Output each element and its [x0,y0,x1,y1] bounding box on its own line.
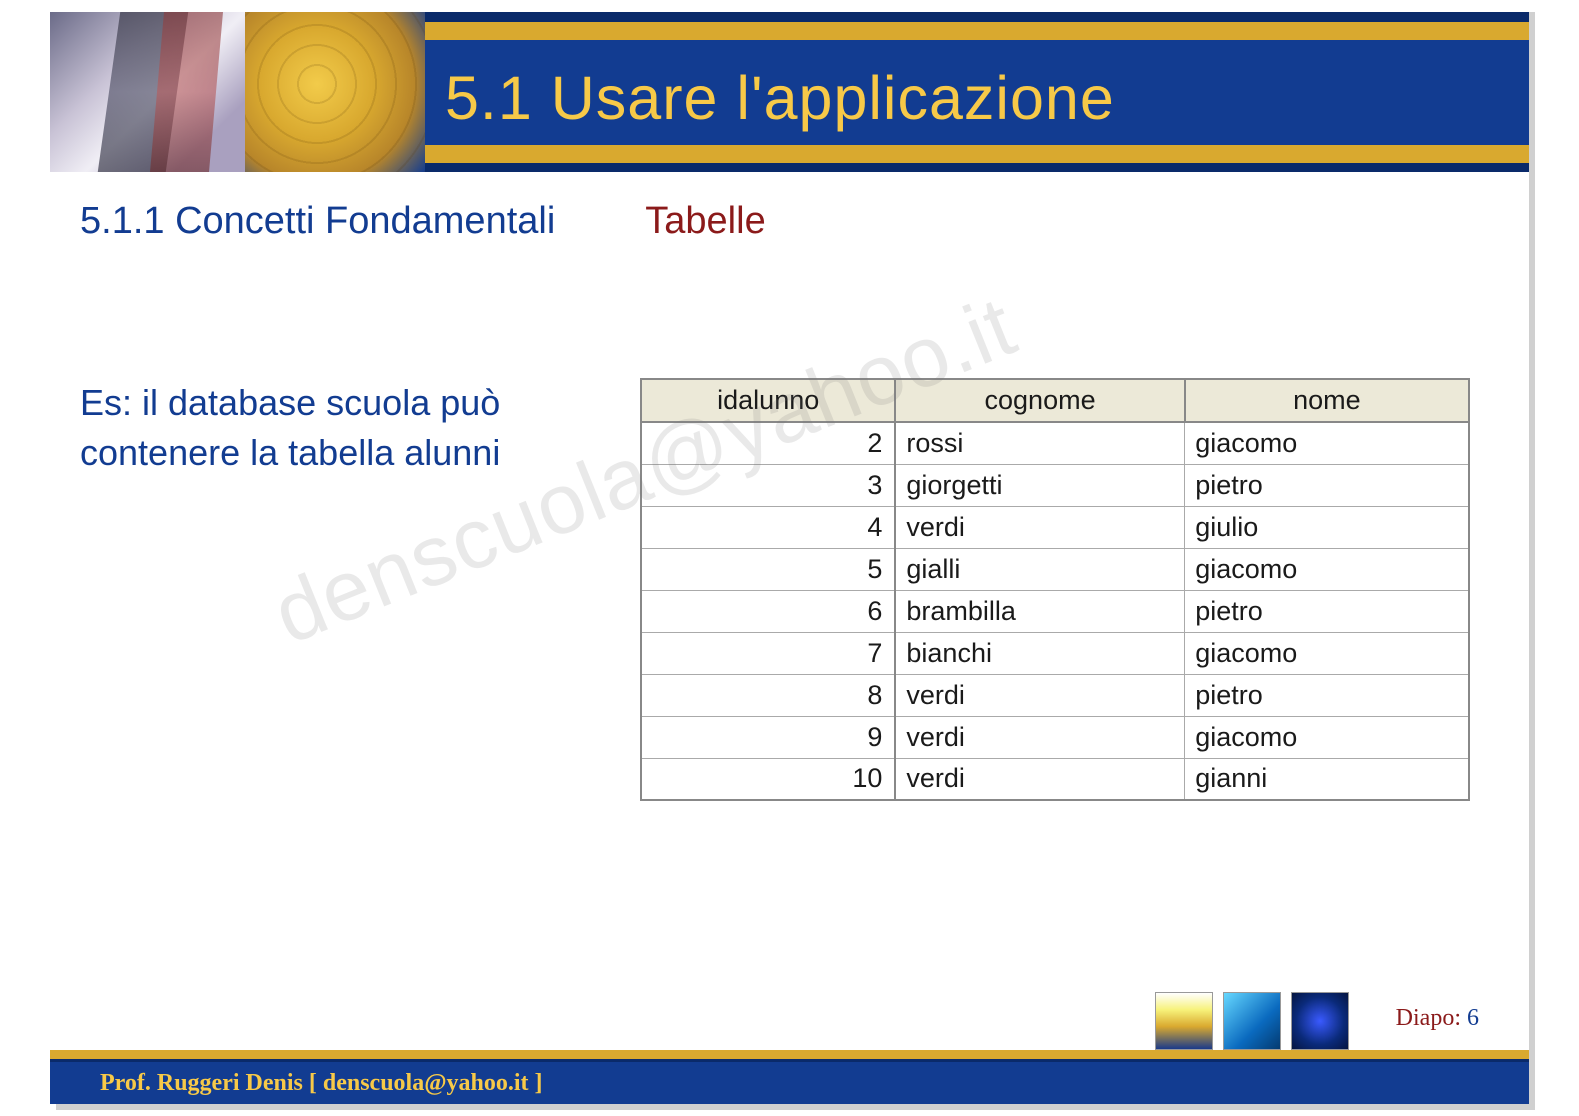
cell-cognome: brambilla [895,590,1184,632]
table-row: 8verdipietro [641,674,1469,716]
col-nome: nome [1185,379,1469,422]
body-line-2: contenere la tabella alunni [80,432,500,473]
cell-nome: pietro [1185,590,1469,632]
banner-title-container: 5.1 Usare l'applicazione [445,50,1509,145]
table-row: 6brambillapietro [641,590,1469,632]
cell-id: 8 [641,674,895,716]
cell-cognome: bianchi [895,632,1184,674]
cell-cognome: verdi [895,506,1184,548]
cell-nome: giulio [1185,506,1469,548]
cell-id: 7 [641,632,895,674]
content-area: 5.1.1 Concetti Fondamentali Tabelle Es: … [50,172,1529,801]
footer-thumbnails [1155,992,1349,1050]
body-text: Es: il database scuola può contenere la … [80,378,620,479]
cell-cognome: verdi [895,674,1184,716]
header-banner: 5.1 Usare l'applicazione [50,12,1529,172]
table-row: 5gialligiacomo [641,548,1469,590]
cell-id: 9 [641,716,895,758]
body-row: Es: il database scuola può contenere la … [80,378,1499,801]
cell-id: 5 [641,548,895,590]
cell-nome: pietro [1185,674,1469,716]
cell-id: 6 [641,590,895,632]
slide-shadow-bottom [56,1104,1535,1110]
cell-cognome: gialli [895,548,1184,590]
cell-nome: giacomo [1185,422,1469,464]
slide-shadow-right [1529,12,1535,1110]
cell-nome: giacomo [1185,632,1469,674]
cell-cognome: giorgetti [895,464,1184,506]
cell-cognome: verdi [895,716,1184,758]
alunni-table: idalunno cognome nome 2rossigiacomo 3gio… [640,378,1470,801]
table-row: 10verdigianni [641,758,1469,800]
table-row: 9verdigiacomo [641,716,1469,758]
cell-id: 2 [641,422,895,464]
col-cognome: cognome [895,379,1184,422]
footer-blue-bar: Prof. Ruggeri Denis [ denscuola@yahoo.it… [50,1062,1529,1104]
cell-id: 10 [641,758,895,800]
subheader-row: 5.1.1 Concetti Fondamentali Tabelle [80,200,1499,243]
section-number: 5.1.1 Concetti Fondamentali [80,200,555,243]
cell-nome: giacomo [1185,548,1469,590]
col-idalunno: idalunno [641,379,895,422]
cell-nome: gianni [1185,758,1469,800]
table-row: 3giorgettipietro [641,464,1469,506]
body-line-1: Es: il database scuola può [80,382,500,423]
footer-author: Prof. Ruggeri Denis [ denscuola@yahoo.it… [100,1070,543,1097]
slide: 5.1 Usare l'applicazione 5.1.1 Concetti … [50,12,1529,1104]
table-row: 7bianchigiacomo [641,632,1469,674]
footer: Diapo: 6 Prof. Ruggeri Denis [ denscuola… [50,1014,1529,1104]
table-row: 2rossigiacomo [641,422,1469,464]
slide-number-label: Diapo: 6 [1396,1005,1479,1032]
banner-photo-decoration [50,12,245,172]
cell-id: 3 [641,464,895,506]
table-row: 4verdigiulio [641,506,1469,548]
cell-cognome: rossi [895,422,1184,464]
diapo-label: Diapo: [1396,1005,1461,1031]
banner-gold-disc-decoration [245,12,425,172]
cell-nome: giacomo [1185,716,1469,758]
table-body: 2rossigiacomo 3giorgettipietro 4verdigiu… [641,422,1469,800]
diapo-number: 6 [1467,1005,1479,1031]
table-header-row: idalunno cognome nome [641,379,1469,422]
thumbnail-icon [1155,992,1213,1050]
thumbnail-icon [1223,992,1281,1050]
thumbnail-icon [1291,992,1349,1050]
section-topic: Tabelle [645,200,765,243]
cell-cognome: verdi [895,758,1184,800]
page-title: 5.1 Usare l'applicazione [445,63,1115,133]
cell-id: 4 [641,506,895,548]
cell-nome: pietro [1185,464,1469,506]
